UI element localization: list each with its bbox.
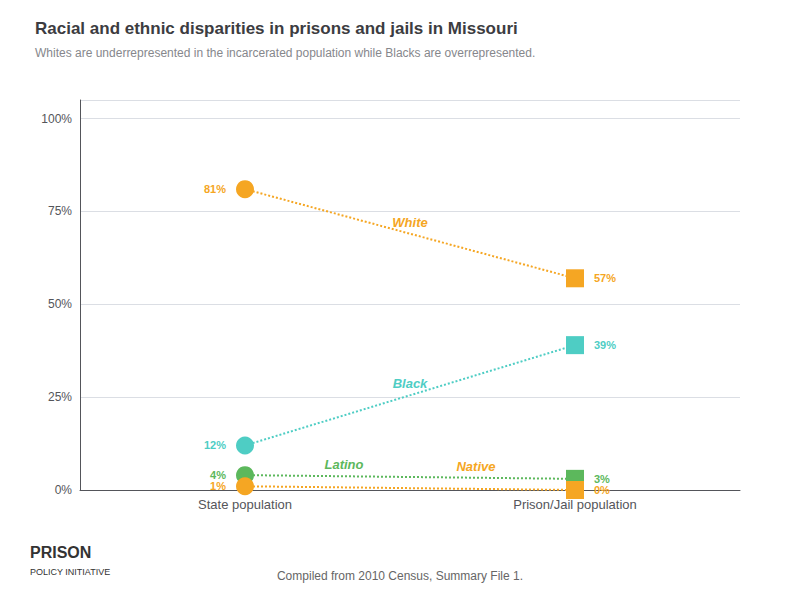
svg-text:POLICY INITIATIVE: POLICY INITIATIVE xyxy=(30,567,110,577)
svg-text:81%: 81% xyxy=(204,183,226,195)
svg-text:75%: 75% xyxy=(48,204,72,218)
svg-text:White: White xyxy=(392,215,427,230)
svg-text:State population: State population xyxy=(198,497,292,512)
svg-text:Whites are underrepresented in: Whites are underrepresented in the incar… xyxy=(35,46,535,60)
svg-text:1%: 1% xyxy=(210,480,226,492)
svg-text:0%: 0% xyxy=(55,483,73,497)
svg-text:Compiled from 2010 Census, Sum: Compiled from 2010 Census, Summary File … xyxy=(277,569,523,583)
svg-text:Prison/Jail population: Prison/Jail population xyxy=(513,497,637,512)
svg-text:100%: 100% xyxy=(41,112,72,126)
svg-text:3%: 3% xyxy=(594,472,610,485)
svg-text:25%: 25% xyxy=(48,390,72,404)
svg-text:PRISON: PRISON xyxy=(30,544,91,561)
svg-text:39%: 39% xyxy=(594,339,616,351)
svg-text:Racial and ethnic disparities: Racial and ethnic disparities in prisons… xyxy=(35,19,518,38)
svg-text:Native: Native xyxy=(456,459,495,474)
svg-text:12%: 12% xyxy=(204,439,226,451)
svg-text:4%: 4% xyxy=(210,469,226,482)
svg-text:Latino: Latino xyxy=(325,457,364,472)
svg-text:57%: 57% xyxy=(594,272,616,284)
svg-text:0%: 0% xyxy=(594,484,610,496)
svg-text:50%: 50% xyxy=(48,297,72,311)
svg-text:Black: Black xyxy=(393,376,428,391)
